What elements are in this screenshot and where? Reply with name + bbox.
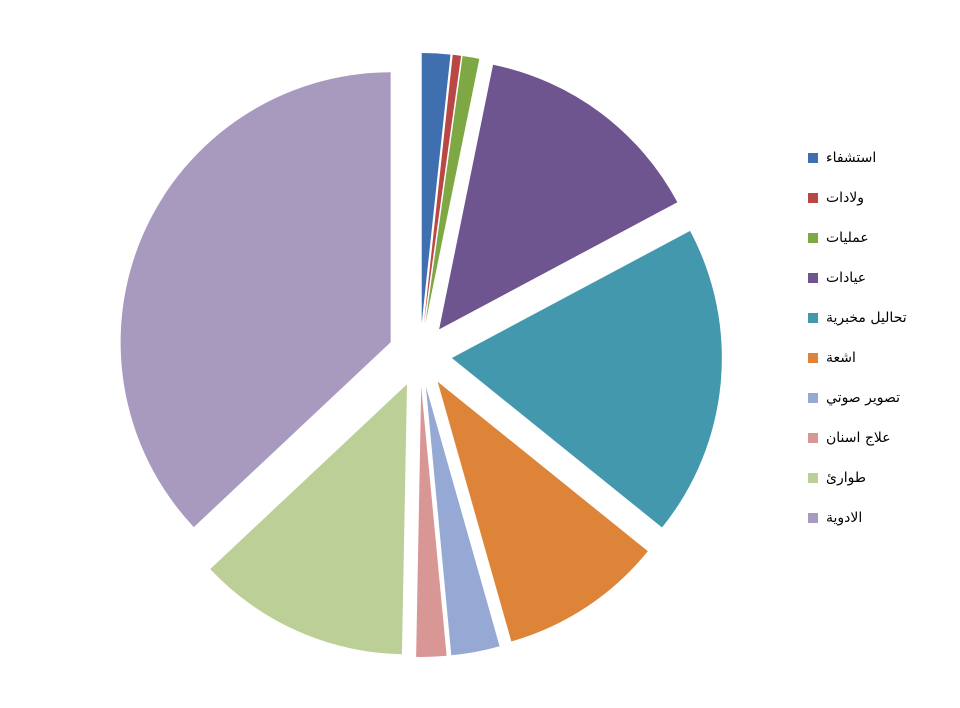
pie-slice [439,64,678,330]
legend-swatch [808,193,818,203]
pie-slice [416,386,447,657]
pie-slice [423,54,462,324]
pie-slice [421,53,451,324]
legend-swatch [808,353,818,363]
legend-label: الادوية [826,510,862,526]
legend-label: عمليات [826,230,869,246]
pie-slice [120,72,391,528]
pie-slice [210,384,408,655]
legend-label: ولادات [826,190,864,206]
legend-label: تصوير صوتي [826,390,900,406]
pie-slice [437,381,648,642]
legend-label: استشفاء [826,150,876,166]
legend-swatch [808,313,818,323]
pie-slice [425,386,500,656]
legend-label: طوارئ [826,470,866,486]
legend-swatch [808,513,818,523]
legend-swatch [808,153,818,163]
legend-label: تحاليل مخبرية [826,310,907,326]
legend-swatch [808,273,818,283]
legend-label: عيادات [826,270,866,286]
legend-swatch [808,433,818,443]
legend-swatch [808,233,818,243]
legend-swatch [808,393,818,403]
legend-label: علاج اسنان [826,430,891,446]
legend-swatch [808,473,818,483]
legend-label: اشعة [826,350,856,366]
pie-slice [425,56,480,324]
pie-slice [451,230,722,528]
